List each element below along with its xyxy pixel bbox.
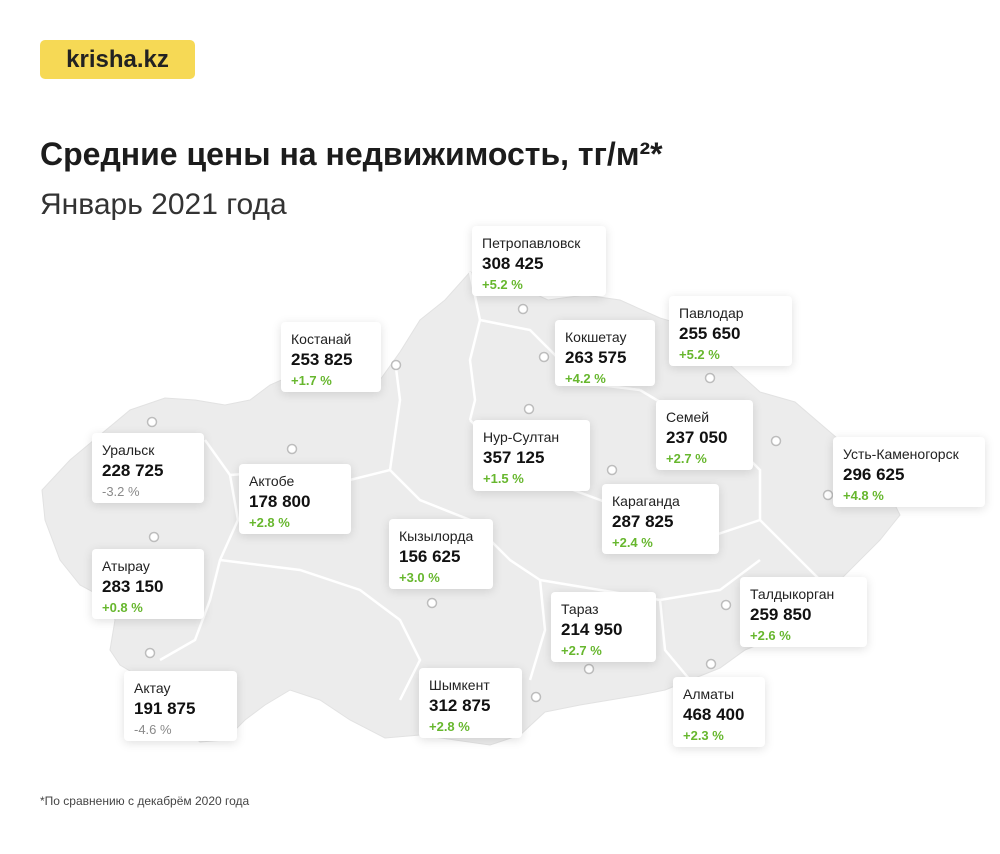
region-card-atyrau: Атырау 283 150 +0.8 % (92, 549, 204, 619)
region-price: 263 575 (565, 348, 627, 367)
region-name: Талдыкорган (750, 586, 835, 602)
region-card-karaganda: Караганда 287 825 +2.4 % (602, 484, 719, 554)
region-price: 237 050 (666, 428, 728, 447)
region-price: 191 875 (134, 699, 196, 718)
city-dot-atyrau (148, 531, 160, 543)
region-card-ustkamenogorsk: Усть-Каменогорск 296 625 +4.8 % (833, 437, 985, 507)
region-price: 178 800 (249, 492, 311, 511)
footnote: *По сравнению с декабрём 2020 года (40, 794, 250, 808)
region-card-almaty: Алматы 468 400 +2.3 % (673, 677, 765, 747)
region-card-kokshetau: Кокшетау 263 575 +4.2 % (555, 320, 655, 386)
region-change: +4.2 % (565, 371, 606, 386)
region-price: 468 400 (683, 705, 745, 724)
region-change: +0.8 % (102, 600, 143, 615)
region-card-pavlodar: Павлодар 255 650 +5.2 % (669, 296, 792, 366)
region-card-kyzylorda: Кызылорда 156 625 +3.0 % (389, 519, 493, 589)
page-subtitle: Январь 2021 года (40, 188, 287, 221)
region-price: 253 825 (291, 350, 353, 369)
region-change: +2.6 % (750, 628, 791, 643)
region-name: Алматы (683, 686, 735, 702)
region-name: Актау (134, 680, 171, 696)
region-price: 296 625 (843, 465, 905, 484)
region-card-taldykorgan: Талдыкорган 259 850 +2.6 % (740, 577, 867, 647)
region-price: 357 125 (483, 448, 545, 467)
region-card-kostanay: Костанай 253 825 +1.7 % (281, 322, 381, 392)
region-change: +1.5 % (483, 471, 524, 486)
city-markers (144, 303, 834, 703)
city-dot-kostanay (390, 359, 402, 371)
region-change: +2.7 % (666, 451, 707, 466)
region-name: Актобе (249, 473, 295, 489)
region-price: 156 625 (399, 547, 461, 566)
city-dot-taldykorgan (720, 599, 732, 611)
region-change: -3.2 % (102, 484, 140, 499)
region-change: +4.8 % (843, 488, 884, 503)
region-change: +2.8 % (429, 719, 470, 734)
region-price: 287 825 (612, 512, 674, 531)
region-card-aktau: Актау 191 875 -4.6 % (124, 671, 237, 741)
city-dot-aktau (144, 647, 156, 659)
region-change: +2.7 % (561, 643, 602, 658)
region-card-shymkent: Шымкент 312 875 +2.8 % (419, 668, 522, 738)
page-title: Средние цены на недвижимость, тг/м²* (40, 136, 663, 172)
region-name: Кызылорда (399, 528, 474, 544)
region-card-taraz: Тараз 214 950 +2.7 % (551, 592, 656, 662)
city-dot-nursultan (523, 403, 535, 415)
city-dot-petropavlovsk (517, 303, 529, 315)
region-change: +2.3 % (683, 728, 724, 743)
city-dot-uralsk (146, 416, 158, 428)
region-name: Шымкент (429, 677, 490, 693)
region-price: 228 725 (102, 461, 164, 480)
region-name: Семей (666, 409, 710, 425)
city-dot-shymkent (530, 691, 542, 703)
region-name: Тараз (561, 601, 599, 617)
city-dot-kyzylorda (426, 597, 438, 609)
region-card-semey: Семей 237 050 +2.7 % (656, 400, 753, 470)
region-name: Петропавловск (482, 235, 581, 251)
region-price: 283 150 (102, 577, 164, 596)
city-dot-pavlodar (704, 372, 716, 384)
city-dot-karaganda (606, 464, 618, 476)
region-card-aktobe: Актобе 178 800 +2.8 % (239, 464, 351, 534)
region-name: Атырау (102, 558, 150, 574)
region-name: Нур-Султан (483, 429, 560, 445)
region-change: +5.2 % (679, 347, 720, 362)
region-price: 214 950 (561, 620, 623, 639)
region-card-nursultan: Нур-Султан 357 125 +1.5 % (473, 420, 590, 491)
region-change: -4.6 % (134, 722, 172, 737)
region-change: +1.7 % (291, 373, 332, 388)
region-name: Павлодар (679, 305, 744, 321)
region-name: Уральск (102, 442, 155, 458)
region-change: +5.2 % (482, 277, 523, 292)
region-price: 312 875 (429, 696, 491, 715)
region-price: 259 850 (750, 605, 812, 624)
region-price: 308 425 (482, 254, 544, 273)
region-card-uralsk: Уральск 228 725 -3.2 % (92, 433, 204, 503)
region-name: Кокшетау (565, 329, 627, 345)
region-name: Костанай (291, 331, 352, 347)
city-dot-aktobe (286, 443, 298, 455)
city-dot-semey (770, 435, 782, 447)
region-name: Караганда (612, 493, 680, 509)
city-dot-kokshetau (538, 351, 550, 363)
city-dot-taraz (583, 663, 595, 675)
region-change: +3.0 % (399, 570, 440, 585)
region-name: Усть-Каменогорск (843, 446, 959, 462)
city-dot-almaty (705, 658, 717, 670)
brand-logo: krisha.kz (40, 40, 195, 79)
city-dot-ustkamenogorsk (822, 489, 834, 501)
region-change: +2.4 % (612, 535, 653, 550)
region-price: 255 650 (679, 324, 741, 343)
region-change: +2.8 % (249, 515, 290, 530)
region-card-petropavlovsk: Петропавловск 308 425 +5.2 % (472, 226, 606, 296)
